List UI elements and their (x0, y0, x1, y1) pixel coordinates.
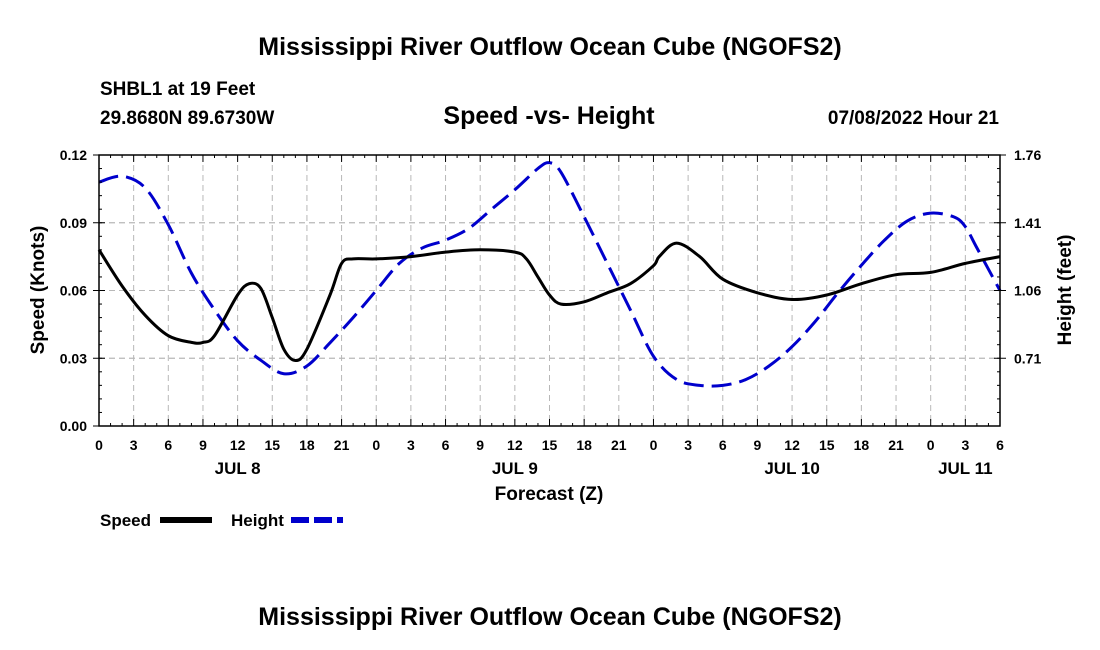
x-tick-label: 18 (854, 437, 870, 453)
grid-lines (99, 155, 1000, 426)
y-left-tick-label: 0.03 (60, 350, 87, 366)
x-axis-label: Forecast (Z) (495, 484, 604, 505)
y-right-tick-label: 0.71 (1014, 350, 1041, 366)
x-tick-label: 15 (819, 437, 835, 453)
x-tick-label: 6 (442, 437, 450, 453)
x-tick-label: 9 (476, 437, 484, 453)
x-day-label: JUL 8 (215, 459, 261, 478)
x-tick-label: 0 (372, 437, 380, 453)
x-tick-label: 21 (334, 437, 350, 453)
station-coordinates: 29.8680N 89.6730W (100, 108, 274, 129)
x-tick-label: 9 (754, 437, 762, 453)
height-series-line (98, 161, 1002, 388)
x-tick-label: 0 (95, 437, 103, 453)
legend: Speed Height (100, 511, 343, 530)
y-right-tick-label: 1.06 (1014, 283, 1041, 299)
y-right-tick-label: 1.76 (1014, 147, 1041, 163)
x-tick-label: 3 (407, 437, 415, 453)
x-day-label: JUL 11 (938, 459, 993, 478)
y-left-tick-label: 0.09 (60, 215, 87, 231)
y-left-tick-label: 0.12 (60, 147, 87, 163)
x-tick-label: 21 (888, 437, 904, 453)
x-tick-label: 0 (650, 437, 658, 453)
x-tick-label: 21 (611, 437, 627, 453)
x-tick-label: 12 (230, 437, 246, 453)
x-tick-label: 18 (576, 437, 592, 453)
x-tick-label: 3 (130, 437, 138, 453)
y-left-tick-label: 0.00 (60, 418, 87, 434)
forecast-date: 07/08/2022 Hour 21 (828, 108, 1000, 129)
x-tick-label: 15 (542, 437, 558, 453)
x-tick-label: 3 (961, 437, 969, 453)
legend-speed-label: Speed (100, 511, 151, 530)
x-day-label: JUL 9 (492, 459, 538, 478)
y-right-tick-label: 1.41 (1014, 215, 1041, 231)
y-left-tick-label: 0.06 (60, 283, 87, 299)
legend-height-label: Height (231, 511, 284, 530)
x-tick-label: 12 (784, 437, 800, 453)
y-axis-left-label: Speed (Knots) (28, 226, 49, 355)
x-tick-label: 0 (927, 437, 935, 453)
axes-layer: 0.00 0.03 0.06 0.09 0.12 0.71 1.06 1.41 1.76 0 3 6 9… (60, 147, 1042, 478)
x-tick-label: 9 (199, 437, 207, 453)
plot-title: Speed -vs- Height (443, 102, 655, 130)
station-name: SHBL1 at 19 Feet (100, 79, 256, 100)
x-tick-label: 15 (264, 437, 280, 453)
series-layer (97, 161, 1002, 388)
y-axis-right-label: Height (feet) (1055, 235, 1076, 346)
x-day-label: JUL 10 (764, 459, 819, 478)
footer-title: Mississippi River Outflow Ocean Cube (NG… (258, 603, 841, 631)
main-title: Mississippi River Outflow Ocean Cube (NG… (258, 33, 841, 61)
x-tick-label: 6 (164, 437, 172, 453)
x-tick-label: 6 (719, 437, 727, 453)
x-tick-label: 3 (684, 437, 692, 453)
x-tick-label: 6 (996, 437, 1004, 453)
x-tick-label: 12 (507, 437, 523, 453)
x-tick-label: 18 (299, 437, 315, 453)
speed-series-line (97, 241, 1001, 362)
